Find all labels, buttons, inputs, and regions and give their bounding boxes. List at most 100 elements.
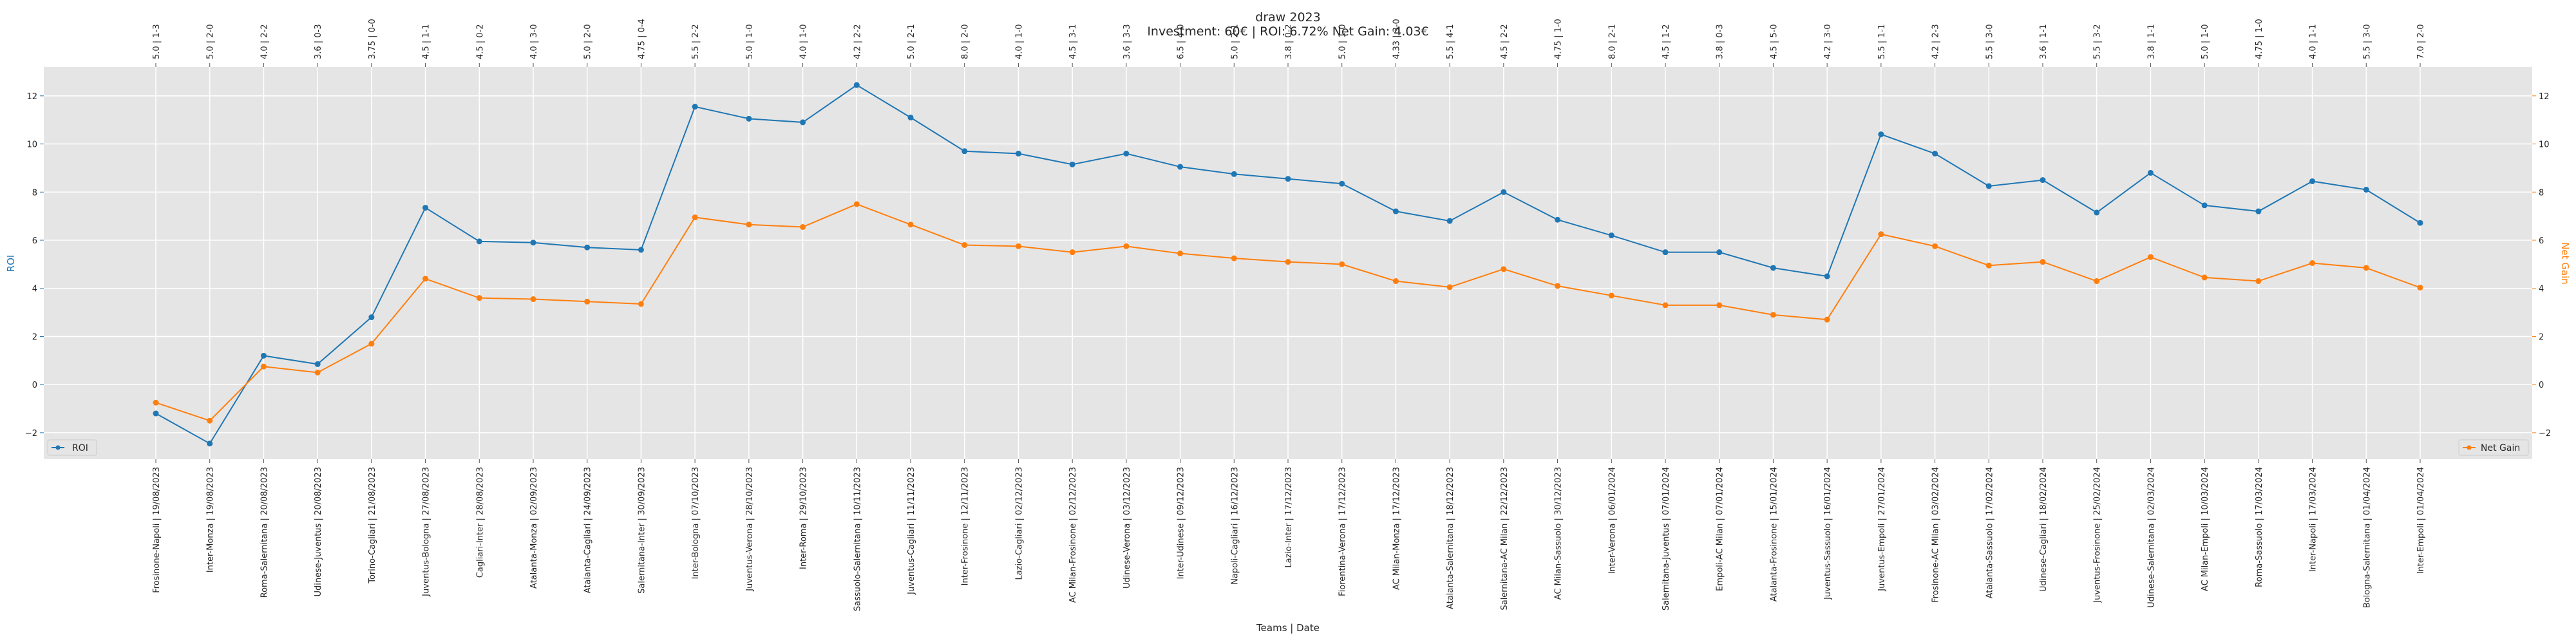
top-tick-label: 5.0 | 1-0 bbox=[2201, 24, 2210, 59]
data-point-net-gain bbox=[476, 295, 482, 301]
data-point-net-gain bbox=[2040, 259, 2046, 265]
data-point-net-gain bbox=[1123, 243, 1130, 249]
x-tick-label: Salernitana-Inter | 30/09/2023 bbox=[637, 467, 647, 594]
x-tick-label: Juventus-Empoli | 27/01/2024 bbox=[1877, 467, 1887, 592]
top-tick-label: 5.5 | 3-2 bbox=[2093, 24, 2103, 59]
x-tick-label: Udinese-Cagliari | 18/02/2024 bbox=[2039, 467, 2049, 592]
data-point-net-gain bbox=[2417, 285, 2423, 291]
top-tick-label: 4.5 | 2-2 bbox=[1500, 24, 1510, 59]
data-point-net-gain bbox=[1985, 262, 1992, 269]
data-point-net-gain bbox=[422, 276, 429, 282]
x-tick-label: Roma-Salernitana | 20/08/2023 bbox=[260, 467, 269, 598]
data-point-roi bbox=[1662, 249, 1669, 256]
data-point-roi bbox=[638, 247, 644, 253]
data-point-net-gain bbox=[1770, 312, 1776, 318]
data-point-net-gain bbox=[638, 301, 644, 307]
data-point-roi bbox=[907, 114, 914, 120]
x-tick-label: Frosinone-AC Milan | 03/02/2024 bbox=[1931, 467, 1941, 603]
x-tick-label: Inter-Udinese | 09/12/2023 bbox=[1177, 467, 1186, 579]
top-tick-label: 4.75 | 0-4 bbox=[637, 19, 647, 59]
data-point-net-gain bbox=[314, 369, 321, 375]
top-tick-label: 5.0 | 2-0 bbox=[583, 24, 593, 59]
x-tick-label: Inter-Frosinone | 12/11/2023 bbox=[961, 467, 971, 585]
data-point-roi bbox=[1015, 151, 1021, 157]
data-point-roi bbox=[422, 205, 429, 211]
top-tick-label: 6.5 | 4-0 bbox=[1177, 24, 1186, 59]
data-point-net-gain bbox=[2094, 278, 2100, 285]
x-tick-label: Salernitana-AC Milan | 22/12/2023 bbox=[1500, 467, 1510, 611]
data-point-roi bbox=[1985, 183, 1992, 189]
top-tick-label: 5.0 | 2-1 bbox=[907, 24, 916, 59]
top-tick-label: 3.8 | 0-2 bbox=[1284, 24, 1294, 59]
x-tick-label: Napoli-Cagliari | 16/12/2023 bbox=[1230, 467, 1240, 585]
x-tick-label: Atalanta-Sassuolo | 17/02/2024 bbox=[1985, 467, 1994, 598]
data-point-net-gain bbox=[584, 298, 591, 305]
x-tick-label: Bologna-Salernitana | 01/04/2024 bbox=[2362, 467, 2372, 608]
data-point-roi bbox=[1177, 164, 1184, 170]
top-tick-label: 5.5 | 3-0 bbox=[1985, 24, 1994, 59]
top-tick-label: 3.6 | 1-1 bbox=[2039, 24, 2049, 59]
x-tick-label: Juventus-Bologna | 27/08/2023 bbox=[422, 467, 431, 597]
data-point-roi bbox=[1824, 273, 1830, 279]
top-tick-label: 5.0 | 2-0 bbox=[206, 24, 216, 59]
top-tick-label: 5.0 | 1-0 bbox=[745, 24, 755, 59]
data-point-net-gain bbox=[1662, 302, 1669, 308]
data-point-roi bbox=[1069, 161, 1075, 167]
y-tick-label-left: −2 bbox=[25, 429, 37, 439]
data-point-roi bbox=[153, 410, 159, 417]
data-point-roi bbox=[1285, 176, 1291, 182]
data-point-net-gain bbox=[961, 242, 968, 248]
data-point-net-gain bbox=[746, 222, 752, 228]
data-point-net-gain bbox=[1177, 251, 1184, 257]
x-tick-label: Frosinone-Napoli | 19/08/2023 bbox=[152, 467, 162, 593]
x-tick-label: Juventus-Frosinone | 25/02/2024 bbox=[2093, 467, 2103, 603]
y-tick-label-left: 2 bbox=[32, 332, 37, 342]
top-tick-label: 5.0 | 2-1 bbox=[1230, 24, 1240, 59]
data-point-net-gain bbox=[1878, 231, 1884, 238]
legend-roi-marker bbox=[55, 445, 61, 450]
data-point-net-gain bbox=[1231, 255, 1237, 261]
legend-roi: ROI bbox=[47, 439, 97, 456]
x-tick-label: Torino-Cagliari | 21/08/2023 bbox=[368, 467, 377, 584]
y-tick-label-right: 0 bbox=[2539, 381, 2544, 390]
top-tick-label: 4.0 | 1-0 bbox=[799, 24, 809, 59]
y-axis-label-left: ROI bbox=[5, 255, 17, 272]
top-tick-label: 4.0 | 1-0 bbox=[1014, 24, 1024, 59]
data-point-roi bbox=[1608, 232, 1615, 239]
top-tick-label: 4.0 | 1-1 bbox=[2309, 24, 2318, 59]
top-tick-label: 4.33 | 3-0 bbox=[1392, 19, 1401, 59]
top-tick-label: 5.5 | 3-0 bbox=[2362, 24, 2372, 59]
top-tick-label: 4.0 | 3-0 bbox=[529, 24, 539, 59]
data-point-roi bbox=[584, 244, 591, 251]
data-point-roi bbox=[1339, 180, 1345, 187]
y-axis-label-right: Net Gain bbox=[2559, 242, 2571, 285]
data-point-roi bbox=[1716, 249, 1723, 256]
y-tick-label-right: 2 bbox=[2539, 332, 2544, 342]
data-point-roi bbox=[2201, 202, 2208, 209]
legend-net-gain: Net Gain bbox=[2458, 439, 2529, 456]
x-tick-label: Udinese-Juventus | 20/08/2023 bbox=[314, 467, 323, 597]
top-tick-label: 3.6 | 0-3 bbox=[314, 24, 323, 59]
data-point-net-gain bbox=[2309, 260, 2316, 266]
top-tick-label: 3.6 | 3-3 bbox=[1122, 24, 1132, 59]
data-point-net-gain bbox=[907, 222, 914, 228]
data-point-net-gain bbox=[1501, 266, 1507, 272]
legend-roi-box bbox=[47, 439, 97, 456]
top-tick-label: 4.5 | 3-1 bbox=[1068, 24, 1078, 59]
x-tick-label: AC Milan-Empoli | 10/03/2024 bbox=[2201, 467, 2210, 591]
data-point-roi bbox=[1770, 265, 1776, 271]
data-point-roi bbox=[1555, 216, 1561, 223]
top-tick-label: 4.75 | 1-0 bbox=[2255, 19, 2264, 59]
data-point-roi bbox=[1932, 151, 1938, 157]
data-point-net-gain bbox=[2147, 254, 2154, 260]
x-tick-label: Sassuolo-Salernitana | 10/11/2023 bbox=[853, 467, 862, 611]
data-point-net-gain bbox=[2201, 274, 2208, 281]
top-tick-label: 4.2 | 2-3 bbox=[1931, 24, 1941, 59]
chart-subtitle: Investment: 60€ | ROI: 6.72% Net Gain: 4… bbox=[1147, 24, 1428, 39]
data-point-roi bbox=[2363, 187, 2369, 193]
data-point-net-gain bbox=[853, 201, 860, 207]
data-point-net-gain bbox=[260, 363, 267, 370]
x-tick-label: Inter-Empoli | 01/04/2024 bbox=[2416, 467, 2426, 574]
top-tick-label: 7.0 | 2-0 bbox=[2416, 24, 2426, 59]
